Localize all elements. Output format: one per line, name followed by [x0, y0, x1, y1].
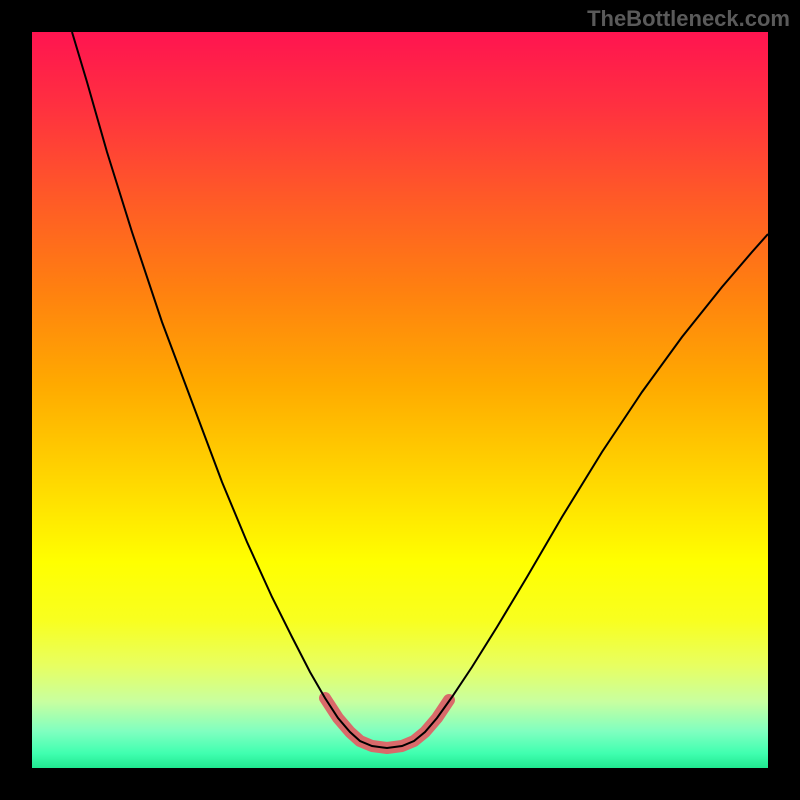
watermark-text: TheBottleneck.com: [587, 6, 790, 32]
bottleneck-curve: [72, 32, 768, 748]
curve-layer: [32, 32, 768, 768]
plot-area: [32, 32, 768, 768]
